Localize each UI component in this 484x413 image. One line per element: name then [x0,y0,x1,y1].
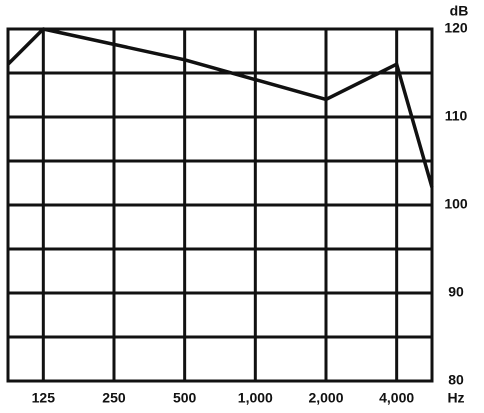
y-tick-label: 110 [445,108,468,124]
data-line [6,27,434,188]
y-tick-label: 90 [448,284,464,300]
x-axis-label: Hz [447,390,464,406]
y-tick-label: 80 [448,372,464,388]
x-tick-label: 4,000 [379,390,414,406]
x-tick-label: 2,000 [308,390,343,406]
x-tick-label: 250 [102,390,126,406]
x-tick-label: 1,000 [238,390,273,406]
x-tick-label: 500 [173,390,197,406]
y-tick-label: 100 [444,196,468,212]
y-tick-label: 120 [444,20,468,36]
y-axis-label: dB [450,3,469,19]
x-tick-label: 125 [32,390,56,406]
